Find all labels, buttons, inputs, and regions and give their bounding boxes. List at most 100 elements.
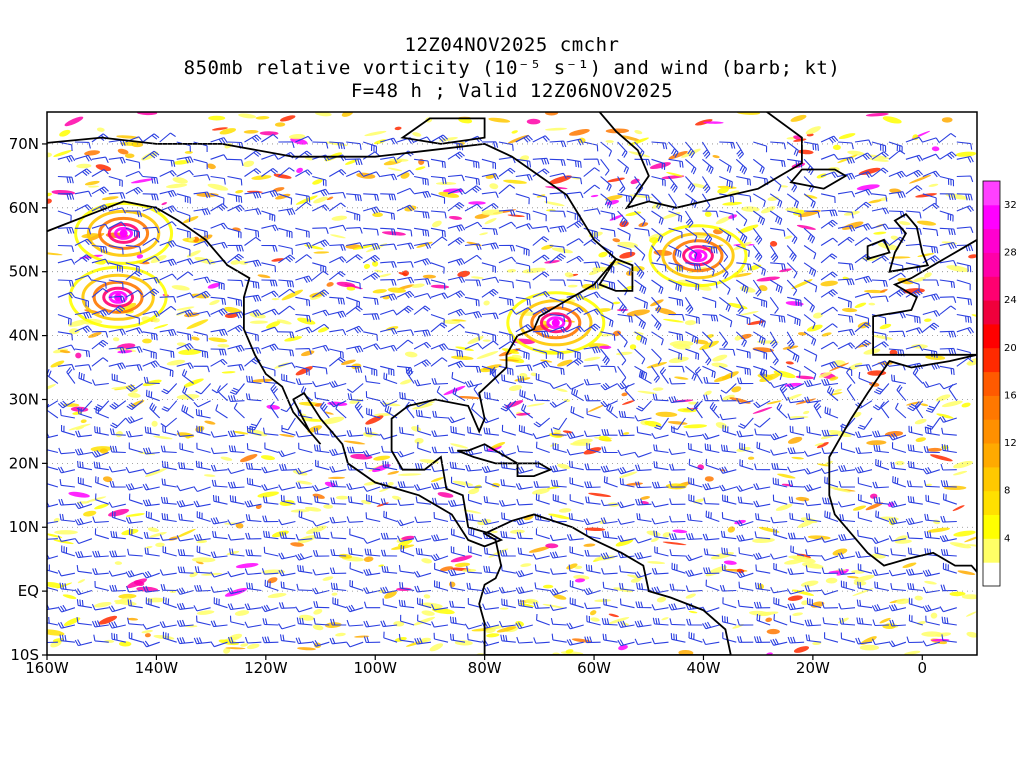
vorticity-streak bbox=[257, 274, 271, 279]
wind-barb bbox=[278, 254, 296, 264]
wind-barb bbox=[688, 631, 703, 643]
wind-barb bbox=[651, 141, 668, 150]
wind-barb bbox=[735, 297, 744, 315]
vorticity-streak bbox=[812, 312, 823, 319]
wind-barb bbox=[668, 158, 684, 168]
wind-barb bbox=[940, 584, 957, 592]
vorticity-streak bbox=[481, 209, 504, 216]
vorticity-streak bbox=[526, 403, 545, 407]
wind-barb bbox=[47, 449, 59, 454]
vorticity-streak bbox=[432, 220, 442, 228]
wind-barb bbox=[227, 175, 243, 186]
wind-barb bbox=[159, 328, 177, 337]
vorticity-streak bbox=[374, 269, 383, 273]
vorticity-streak bbox=[877, 242, 900, 251]
vorticity-streak bbox=[828, 486, 851, 493]
wind-barb bbox=[74, 348, 91, 358]
wind-barb bbox=[193, 290, 211, 299]
wind-barb bbox=[210, 571, 228, 578]
wind-barb bbox=[735, 210, 748, 227]
wind-barb bbox=[872, 400, 890, 411]
wind-barb bbox=[888, 141, 903, 153]
wind-barb bbox=[74, 190, 92, 198]
wind-barb bbox=[244, 568, 262, 575]
wind-barb bbox=[227, 636, 245, 644]
wind-barb bbox=[380, 620, 398, 628]
vorticity-streak bbox=[607, 617, 630, 625]
wind-barb bbox=[430, 134, 448, 143]
wind-barb bbox=[159, 348, 175, 358]
wind-barb bbox=[922, 202, 940, 212]
vorticity-streak bbox=[321, 416, 345, 425]
wind-barb bbox=[722, 632, 737, 643]
wind-barb bbox=[532, 360, 551, 369]
wind-barb bbox=[738, 547, 754, 557]
vorticity-streak bbox=[482, 339, 491, 342]
vorticity-maximum-ring bbox=[114, 226, 134, 240]
wind-barb bbox=[144, 547, 160, 557]
vorticity-streak bbox=[235, 189, 244, 194]
wind-barb bbox=[498, 141, 514, 151]
wind-barb bbox=[824, 510, 839, 523]
wind-barb bbox=[161, 460, 177, 471]
vorticity-streak bbox=[272, 187, 285, 192]
wind-barb bbox=[739, 442, 754, 454]
wind-barb bbox=[888, 535, 906, 542]
wind-barb bbox=[413, 359, 432, 367]
wind-barb bbox=[822, 617, 839, 626]
wind-barb bbox=[515, 135, 533, 143]
wind-barb bbox=[956, 262, 972, 273]
wind-barb bbox=[329, 637, 347, 645]
wind-barb bbox=[108, 621, 126, 629]
wind-barb bbox=[584, 549, 601, 557]
wind-barb bbox=[854, 275, 873, 284]
wind-barb bbox=[533, 394, 550, 402]
vorticity-streak bbox=[838, 133, 856, 140]
wind-barb bbox=[617, 313, 633, 323]
wind-barb bbox=[872, 619, 889, 627]
colorbar-label: 4 bbox=[1004, 533, 1010, 544]
vorticity-streak bbox=[488, 117, 511, 123]
wind-barb bbox=[821, 378, 839, 386]
wind-barb bbox=[518, 424, 533, 436]
wind-barb bbox=[720, 383, 737, 394]
wind-barb bbox=[413, 175, 429, 186]
vorticity-streak bbox=[873, 231, 887, 235]
wind-barb bbox=[383, 510, 398, 523]
vorticity-streak bbox=[553, 594, 567, 600]
wind-barb bbox=[159, 569, 177, 576]
vorticity-streak bbox=[335, 632, 346, 637]
wind-barb bbox=[108, 570, 126, 577]
wind-barb bbox=[261, 343, 279, 352]
wind-barb bbox=[57, 344, 76, 351]
wind-barb bbox=[400, 544, 415, 557]
vorticity-streak bbox=[619, 471, 638, 479]
wind-barb bbox=[787, 466, 805, 473]
vorticity-streak bbox=[81, 233, 100, 239]
vorticity-streak bbox=[175, 528, 196, 539]
wind-barb bbox=[854, 322, 872, 333]
wind-barb bbox=[125, 186, 143, 195]
wind-barb bbox=[787, 636, 805, 644]
vorticity-streak bbox=[723, 560, 737, 565]
vorticity-streak bbox=[75, 352, 82, 359]
wind-barb bbox=[383, 372, 398, 385]
vorticity-streak bbox=[102, 476, 113, 483]
wind-barb bbox=[465, 481, 482, 488]
wind-barb bbox=[94, 528, 109, 540]
wind-barb bbox=[363, 141, 378, 153]
vorticity-streak bbox=[200, 572, 223, 576]
wind-barb bbox=[669, 515, 686, 523]
vorticity-streak bbox=[196, 192, 219, 197]
wind-barb bbox=[365, 512, 381, 523]
wind-barb bbox=[736, 348, 751, 359]
wind-barb bbox=[498, 221, 517, 229]
wind-barb bbox=[447, 202, 465, 212]
wind-barb bbox=[347, 393, 364, 402]
wind-barb bbox=[769, 245, 779, 263]
wind-barb bbox=[756, 613, 771, 626]
vorticity-streak bbox=[688, 610, 698, 614]
wind-barb bbox=[736, 365, 751, 376]
wind-barb bbox=[939, 296, 957, 303]
